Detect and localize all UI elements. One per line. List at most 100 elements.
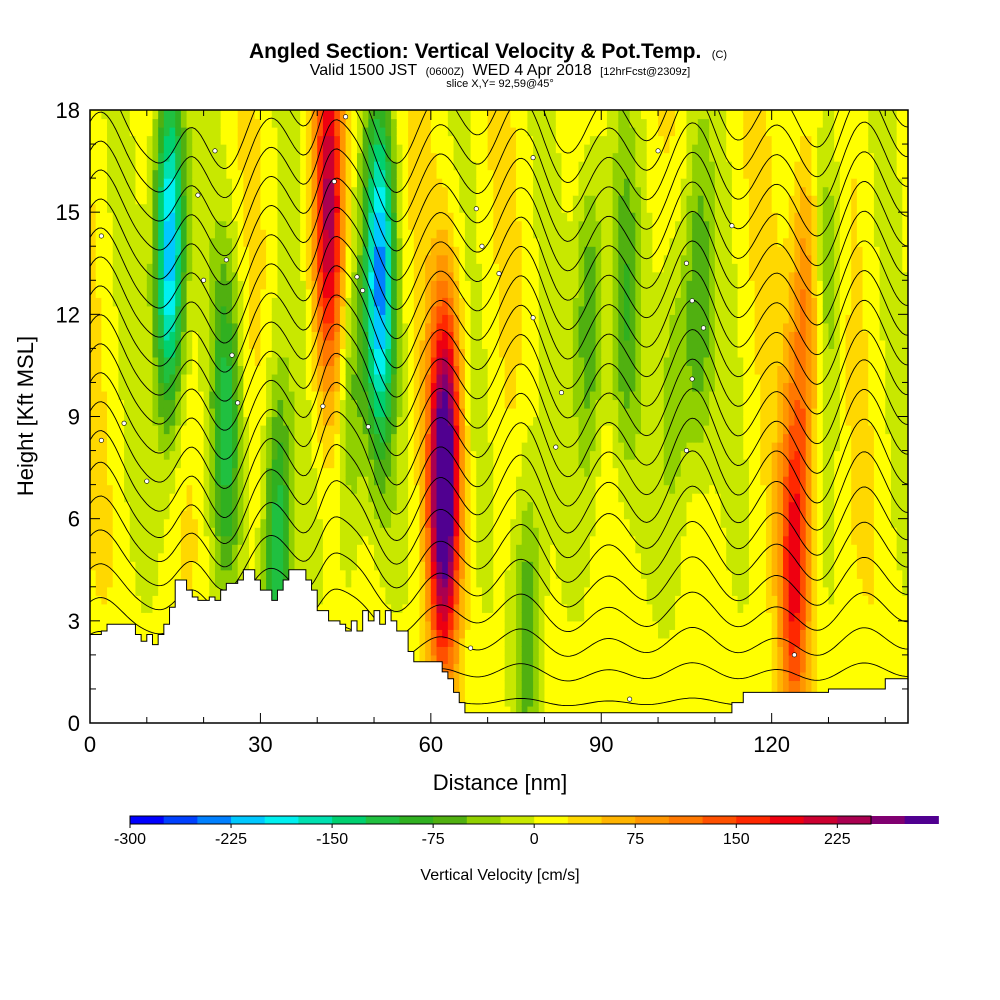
heat-cell	[186, 399, 193, 409]
heat-cell	[453, 203, 460, 213]
heat-cell	[192, 288, 199, 298]
heat-cell	[146, 127, 154, 137]
heat-cell	[442, 305, 449, 315]
heat-cell	[288, 229, 296, 239]
heat-cell	[334, 493, 341, 503]
heat-cell	[385, 297, 392, 307]
heat-cell	[374, 527, 381, 537]
heat-cell	[220, 271, 227, 281]
heat-cell	[476, 271, 483, 281]
heat-cell	[214, 382, 222, 392]
heat-cell	[476, 476, 483, 486]
heat-cell	[396, 595, 404, 605]
heat-cell	[408, 339, 415, 349]
heat-cell	[447, 612, 455, 622]
heat-cell	[413, 152, 421, 162]
heat-cell	[277, 212, 284, 222]
heat-cell	[300, 322, 307, 332]
heat-cell	[413, 178, 421, 188]
heat-cell	[169, 195, 176, 205]
heat-cell	[425, 595, 432, 605]
heat-cell	[294, 510, 301, 520]
heat-cell	[288, 348, 296, 358]
heat-cell	[305, 271, 313, 281]
heat-cell	[152, 339, 159, 349]
heat-cell	[339, 348, 347, 358]
heat-cell	[419, 450, 426, 460]
heat-cell	[356, 127, 364, 137]
heat-cell	[112, 220, 120, 230]
heat-cell	[300, 365, 307, 375]
heat-cell	[283, 305, 290, 315]
heat-cell	[209, 280, 216, 290]
heat-cell	[436, 229, 443, 239]
heat-cell	[135, 254, 142, 264]
heat-cell	[447, 195, 455, 205]
heat-cell	[322, 161, 330, 171]
heat-cell	[288, 135, 296, 145]
heat-cell	[118, 169, 125, 179]
heat-cell	[368, 348, 375, 358]
heat-cell	[396, 220, 404, 230]
heat-cell	[197, 595, 205, 605]
heat-cell	[277, 169, 284, 179]
heat-cell	[237, 407, 244, 418]
heat-cell	[214, 297, 222, 307]
heat-cell	[362, 246, 369, 256]
heat-cell	[447, 365, 455, 375]
heat-cell	[112, 271, 120, 281]
heat-cell	[385, 459, 392, 469]
heat-cell	[402, 314, 409, 324]
heat-cell	[317, 484, 324, 494]
heat-cell	[209, 178, 216, 188]
heat-cell	[175, 135, 182, 145]
heat-cell	[277, 433, 284, 443]
heat-cell	[95, 144, 102, 154]
heat-cell	[152, 110, 159, 120]
heat-cell	[430, 603, 438, 613]
heat-cell	[425, 144, 432, 154]
heat-cell	[118, 365, 125, 375]
heat-cell	[442, 254, 449, 264]
heat-cell	[186, 118, 193, 128]
heat-cell	[271, 135, 279, 145]
heat-cell	[328, 501, 335, 511]
heat-cell	[237, 365, 244, 375]
heat-cell	[447, 663, 455, 673]
heat-cell	[101, 382, 108, 392]
heat-cell	[90, 365, 97, 375]
heat-cell	[175, 433, 182, 443]
heat-cell	[459, 484, 466, 494]
heat-cell	[129, 263, 137, 273]
heat-cell	[470, 110, 477, 120]
heat-cell	[294, 544, 301, 554]
heat-cell	[90, 535, 97, 545]
heat-cell	[180, 510, 188, 520]
heat-cell	[470, 271, 477, 281]
heat-cell	[118, 331, 125, 341]
heat-cell	[436, 152, 443, 162]
heat-cell	[197, 178, 205, 188]
heat-cell	[135, 382, 142, 392]
heat-cell	[158, 271, 165, 281]
heat-cell	[459, 476, 466, 486]
heat-cell	[430, 552, 438, 562]
heat-cell	[158, 178, 165, 188]
heat-cell	[305, 203, 313, 213]
heat-cell	[311, 365, 318, 375]
heat-cell	[260, 476, 267, 486]
heat-cell	[447, 382, 455, 392]
heat-cell	[385, 595, 392, 605]
heat-cell	[311, 527, 318, 537]
heat-cell	[328, 569, 335, 579]
heat-cell	[271, 407, 279, 418]
heat-cell	[260, 425, 267, 435]
heat-cell	[214, 595, 222, 605]
heat-cell	[129, 425, 137, 435]
heat-cell	[339, 254, 347, 264]
heat-cell	[322, 476, 330, 486]
heat-cell	[152, 161, 159, 171]
heat-cell	[430, 169, 438, 179]
heat-cell	[141, 220, 148, 230]
heat-cell	[430, 203, 438, 213]
